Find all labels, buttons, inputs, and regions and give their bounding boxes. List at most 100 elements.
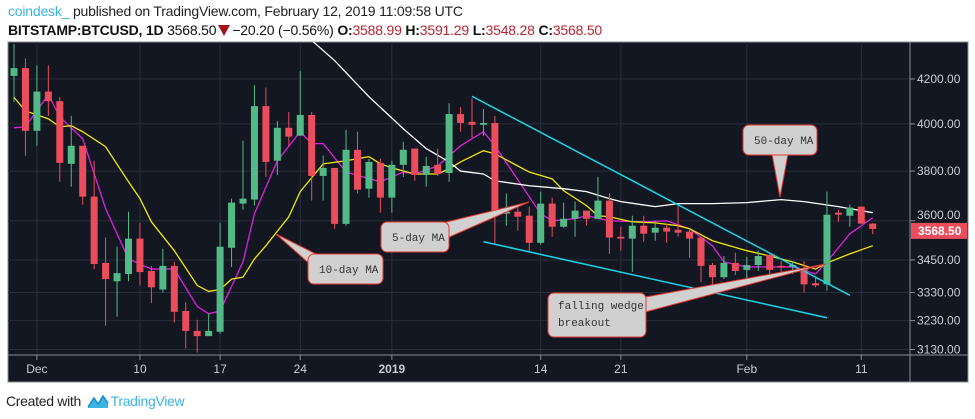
candle-body	[422, 166, 430, 175]
candle-body	[628, 225, 636, 239]
candle	[491, 115, 499, 244]
footer: Created with TradingView	[6, 393, 185, 409]
candle-body	[708, 265, 716, 278]
candle-body	[170, 265, 178, 312]
candle	[571, 201, 579, 237]
callout-label: breakout	[558, 318, 611, 330]
candle-body	[10, 68, 18, 76]
symbol-info: BITSTAMP:BTCUSD, 1D 3568.50 −20.20 (−0.56…	[8, 22, 602, 38]
candle-body	[136, 238, 144, 273]
candle	[250, 84, 258, 206]
candle	[823, 191, 831, 291]
candle	[857, 206, 865, 224]
y-tick-label: 4000.00	[917, 117, 961, 131]
candle	[273, 120, 281, 175]
candle-body	[834, 212, 842, 215]
candle-body	[182, 310, 190, 331]
callout-label: falling wedge	[558, 301, 644, 313]
candle	[376, 158, 384, 213]
candle	[365, 158, 373, 198]
high-label: H:	[405, 22, 420, 38]
candle-body	[308, 114, 316, 176]
created-with-text: Created with	[6, 393, 81, 409]
candle	[182, 302, 190, 349]
candle	[388, 160, 396, 213]
open-value: 3588.99	[352, 22, 402, 38]
candle	[846, 204, 854, 227]
x-tick-label: 11	[855, 362, 868, 376]
last-price-tag: 3568.50	[911, 222, 967, 239]
candle-body	[800, 269, 808, 285]
candle-body	[846, 207, 854, 216]
symbol-name: BITSTAMP:BTCUSD, 1D	[8, 22, 164, 38]
candle-body	[331, 167, 339, 224]
candle-body	[79, 145, 87, 197]
candle	[560, 202, 568, 228]
candle-body	[766, 254, 774, 270]
candle-body	[147, 270, 155, 288]
x-tick-label: 24	[294, 362, 308, 376]
candle	[651, 220, 659, 241]
y-tick-label: 3230.00	[917, 314, 961, 328]
candle	[228, 198, 236, 267]
candle	[594, 176, 602, 219]
candle-body	[754, 255, 762, 266]
callout-label: 10-day MA	[319, 265, 379, 277]
candle	[79, 145, 87, 205]
candle	[170, 261, 178, 323]
candle-body	[285, 127, 293, 137]
candle-body	[262, 106, 270, 162]
candle-body	[388, 164, 396, 198]
candle-body	[205, 330, 213, 337]
candle	[800, 261, 808, 293]
candle-body	[250, 106, 258, 200]
candle-body	[159, 265, 167, 290]
candle	[640, 215, 648, 242]
callout-50-day-ma[interactable]: 50-day MA	[742, 124, 818, 198]
candle-body	[56, 101, 64, 163]
x-tick-label: Dec	[26, 362, 47, 376]
candle	[605, 193, 613, 254]
candle	[67, 115, 75, 187]
candle	[159, 248, 167, 293]
candle	[422, 156, 430, 187]
callout-5-day-ma[interactable]: 5-day MA	[380, 201, 530, 253]
callout-label: 5-day MA	[392, 233, 445, 245]
candle	[731, 252, 739, 276]
candle	[812, 277, 819, 288]
candle-body	[514, 211, 522, 217]
candle	[136, 222, 144, 286]
candle-body	[537, 203, 545, 243]
candle-body	[571, 210, 579, 219]
candle	[354, 131, 361, 194]
candle-body	[354, 149, 361, 190]
y-tick-label: 3330.00	[917, 286, 961, 300]
candle	[537, 191, 545, 245]
candle	[697, 237, 705, 283]
candle-body	[605, 200, 613, 238]
author-link[interactable]: coindesk_	[8, 3, 70, 19]
candle	[56, 97, 64, 182]
moving-average-line-ma50	[312, 42, 873, 214]
y-tick-label: 3450.00	[917, 253, 961, 267]
tradingview-link[interactable]: TradingView	[110, 393, 185, 409]
candle	[147, 265, 155, 304]
candle	[205, 313, 213, 337]
callout-falling-wedge-breakout[interactable]: falling wedge breakout	[547, 263, 827, 338]
candle-body	[640, 225, 648, 234]
candle-body	[411, 148, 419, 175]
callout-10-day-ma[interactable]: 10-day MA	[275, 233, 384, 285]
trendline-wedge-lower	[483, 241, 828, 319]
candle-body	[113, 273, 121, 282]
time-axis[interactable]: Dec 10 17 24 2019 14 21 Feb 11	[26, 355, 868, 376]
candle	[216, 222, 224, 334]
candle	[21, 58, 29, 156]
price-change: −20.20 (−0.56%)	[232, 22, 334, 38]
candle	[90, 160, 98, 270]
candle-body	[67, 145, 75, 164]
tradingview-logo-icon	[86, 394, 109, 408]
price-axis[interactable]: 4200.00 4000.00 3800.00 3600.00 3450.00 3330.…	[910, 72, 961, 357]
candle	[33, 65, 41, 146]
x-tick-label: 10	[133, 362, 147, 376]
